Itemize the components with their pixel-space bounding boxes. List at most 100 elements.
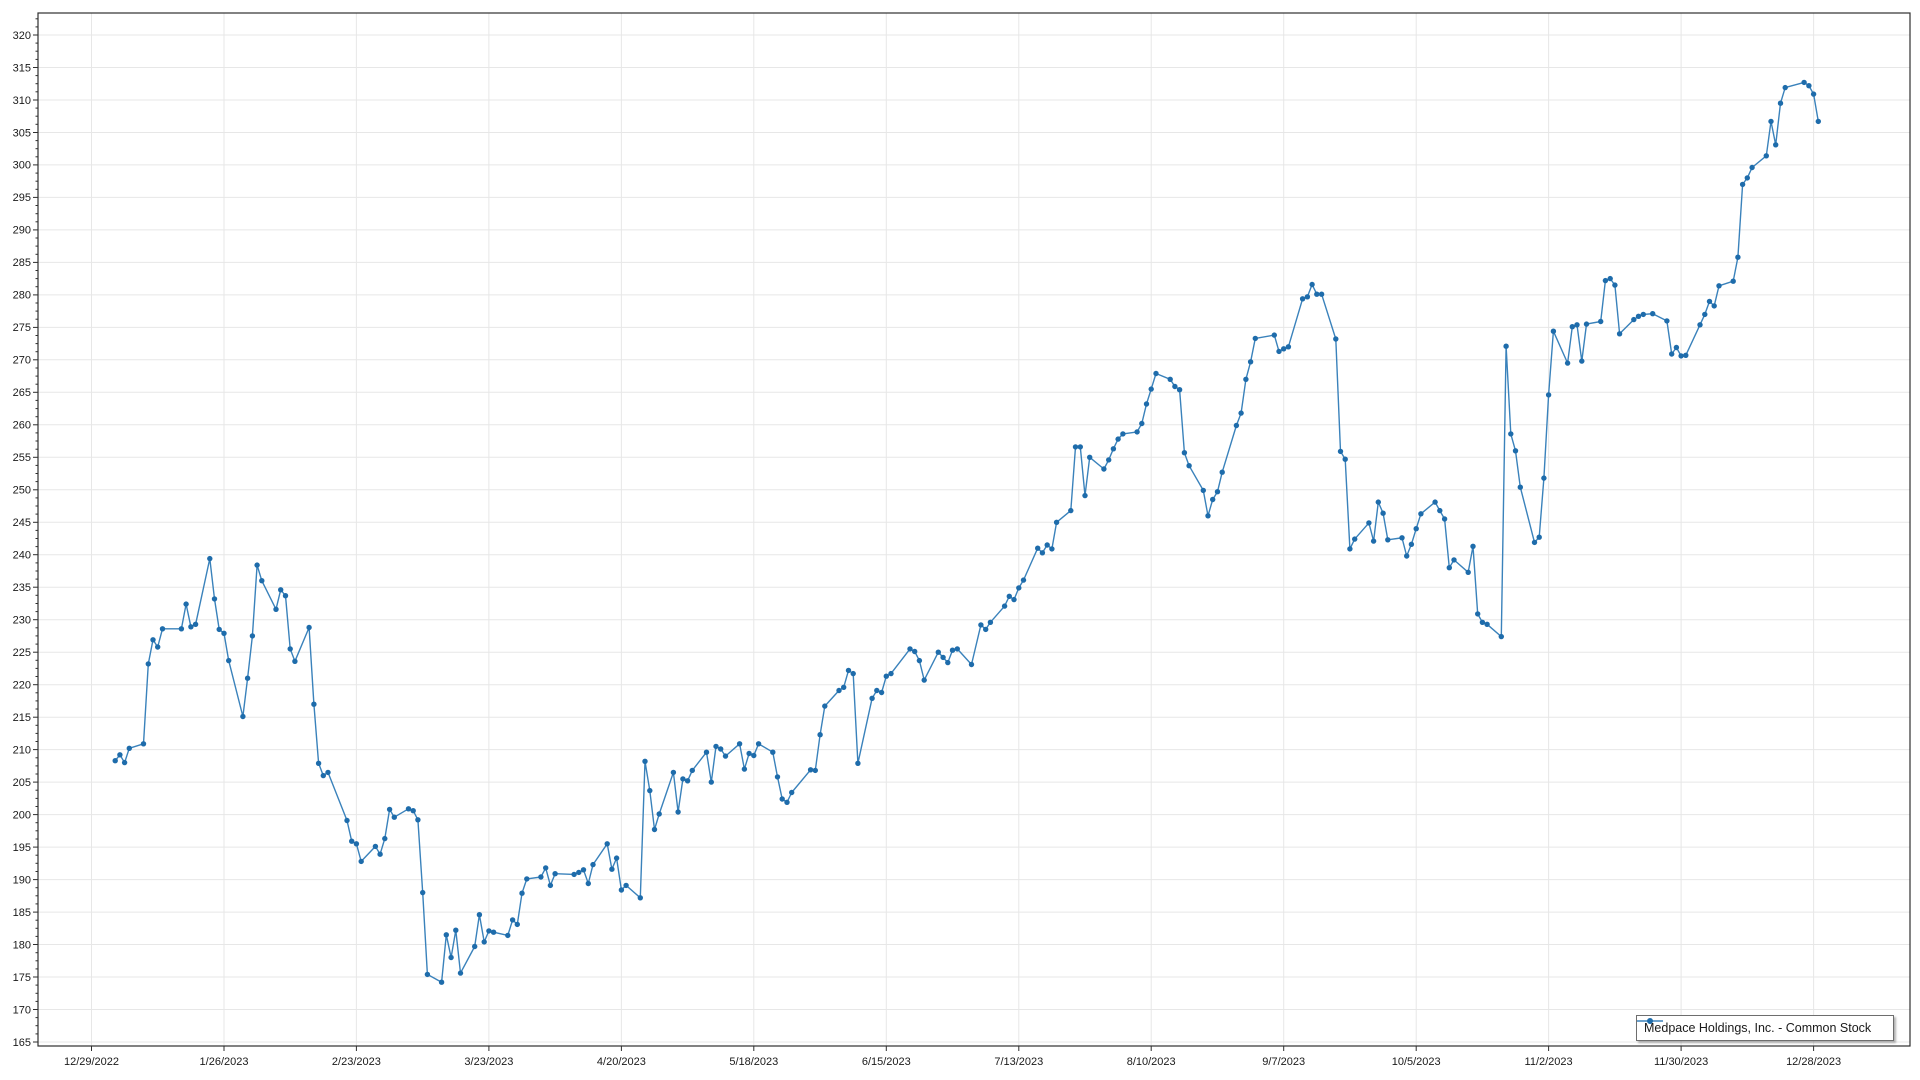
data-point bbox=[1683, 352, 1689, 358]
data-point bbox=[1730, 278, 1736, 284]
data-point bbox=[1706, 298, 1713, 305]
data-point bbox=[178, 626, 185, 632]
data-point bbox=[377, 851, 383, 857]
data-point bbox=[1550, 328, 1557, 334]
data-point bbox=[779, 796, 785, 802]
data-point bbox=[1370, 538, 1377, 544]
data-point bbox=[415, 817, 421, 823]
data-point bbox=[1702, 311, 1708, 318]
data-point bbox=[1200, 487, 1207, 494]
data-point bbox=[1399, 535, 1405, 541]
data-point bbox=[1470, 543, 1476, 549]
data-point bbox=[983, 626, 989, 633]
data-point bbox=[438, 979, 445, 985]
plot-area[interactable] bbox=[38, 13, 1910, 1046]
data-point bbox=[240, 713, 246, 720]
data-point bbox=[968, 661, 975, 668]
data-point bbox=[490, 929, 497, 935]
data-point bbox=[623, 882, 629, 889]
data-point bbox=[349, 838, 355, 844]
data-point bbox=[940, 654, 946, 661]
data-point bbox=[1744, 175, 1751, 181]
data-point bbox=[1768, 118, 1774, 125]
data-point bbox=[1186, 463, 1192, 469]
data-point bbox=[486, 928, 492, 934]
svg-text:7/13/2023: 7/13/2023 bbox=[994, 1056, 1043, 1068]
data-point bbox=[188, 624, 194, 630]
data-point bbox=[386, 806, 393, 813]
data-point bbox=[1106, 457, 1112, 463]
svg-text:8/10/2023: 8/10/2023 bbox=[1127, 1056, 1176, 1068]
data-point bbox=[1020, 577, 1027, 583]
svg-text:305: 305 bbox=[13, 127, 31, 139]
data-point bbox=[1342, 456, 1348, 462]
data-point bbox=[746, 750, 752, 757]
svg-text:245: 245 bbox=[13, 517, 31, 529]
data-point bbox=[1309, 281, 1315, 288]
data-point bbox=[353, 841, 360, 847]
data-point bbox=[117, 752, 123, 758]
price-line bbox=[114, 81, 1819, 983]
data-point bbox=[1640, 311, 1647, 318]
data-point bbox=[547, 882, 554, 889]
data-point bbox=[689, 767, 695, 774]
svg-text:12/29/2022: 12/29/2022 bbox=[64, 1056, 119, 1068]
data-point bbox=[680, 776, 686, 782]
data-point bbox=[1669, 351, 1675, 357]
data-point bbox=[424, 971, 431, 978]
data-point bbox=[1214, 489, 1221, 495]
data-point bbox=[822, 703, 828, 709]
data-point bbox=[855, 760, 861, 766]
data-point bbox=[618, 887, 625, 893]
data-point bbox=[1120, 431, 1126, 437]
data-point bbox=[841, 684, 847, 690]
svg-text:240: 240 bbox=[13, 550, 31, 562]
data-point bbox=[1810, 91, 1817, 97]
data-point bbox=[1271, 332, 1278, 338]
data-point bbox=[1763, 153, 1770, 159]
svg-text:12/28/2023: 12/28/2023 bbox=[1786, 1056, 1841, 1068]
data-point bbox=[514, 921, 520, 928]
data-point bbox=[543, 865, 549, 871]
data-point bbox=[912, 648, 918, 655]
data-point bbox=[604, 841, 610, 847]
data-point bbox=[1139, 420, 1145, 427]
data-point bbox=[703, 749, 710, 755]
data-point bbox=[1205, 513, 1211, 519]
data-point bbox=[1536, 534, 1542, 540]
svg-text:165: 165 bbox=[13, 1037, 31, 1049]
svg-text:275: 275 bbox=[13, 322, 31, 334]
data-point bbox=[358, 858, 364, 865]
data-point bbox=[453, 927, 459, 933]
data-point bbox=[1437, 507, 1443, 514]
data-point bbox=[1087, 454, 1093, 460]
data-point bbox=[571, 871, 577, 878]
data-point bbox=[311, 701, 317, 707]
data-point bbox=[1446, 565, 1453, 571]
svg-text:250: 250 bbox=[13, 485, 31, 497]
plot-border bbox=[37, 12, 1911, 1047]
data-point bbox=[1082, 492, 1088, 499]
data-point bbox=[552, 871, 558, 877]
data-point bbox=[916, 657, 923, 664]
data-point bbox=[817, 732, 823, 738]
svg-text:280: 280 bbox=[13, 290, 31, 302]
data-point bbox=[155, 644, 161, 650]
data-point bbox=[1569, 324, 1576, 330]
data-point bbox=[1673, 344, 1680, 351]
data-point bbox=[211, 596, 218, 602]
data-point bbox=[1598, 318, 1604, 325]
data-point bbox=[1512, 448, 1519, 454]
data-point bbox=[613, 855, 620, 861]
data-point bbox=[590, 861, 596, 868]
data-point bbox=[1143, 401, 1150, 407]
data-point bbox=[1337, 448, 1344, 455]
data-point bbox=[1352, 536, 1358, 542]
svg-text:10/5/2023: 10/5/2023 bbox=[1392, 1056, 1441, 1068]
data-point bbox=[751, 752, 757, 759]
data-point bbox=[850, 670, 856, 677]
data-point bbox=[708, 779, 714, 785]
data-point bbox=[1404, 553, 1410, 559]
data-point bbox=[405, 806, 412, 812]
